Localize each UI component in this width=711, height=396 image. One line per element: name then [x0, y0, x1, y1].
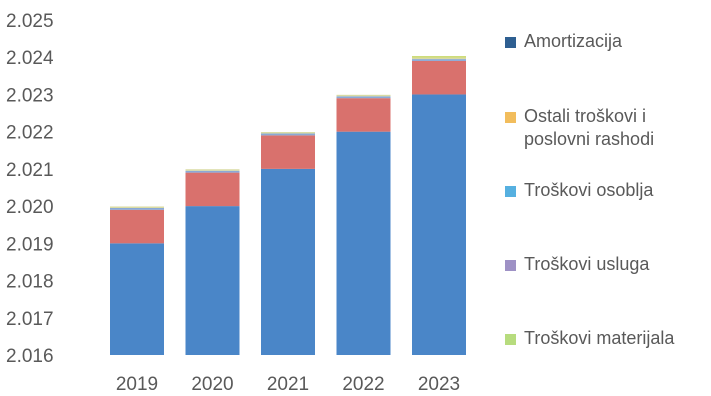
bar-segment-tro-kovi-osoblja-2021 — [261, 133, 315, 136]
bar-segment-tro-kovi-materijala-2022 — [336, 131, 391, 355]
bar-segment-ostali-tro-kovi-i-poslovni-rashodi-2022 — [336, 94, 391, 97]
legend-label: Troškovi materijala — [524, 328, 675, 348]
y-tick-label: 2.023 — [6, 85, 54, 106]
legend-label: Ostali troškovi i — [524, 106, 646, 126]
x-tick-label: 2020 — [191, 374, 233, 395]
y-tick-label: 2.018 — [6, 272, 54, 293]
x-tick-label: 2023 — [418, 374, 460, 395]
legend-item: Troškovi materijala — [505, 328, 675, 348]
legend-swatch — [505, 112, 516, 123]
y-tick-label: 2.019 — [6, 234, 54, 255]
y-tick-label: 2.022 — [6, 123, 54, 144]
bar-segment-tro-kovi-usluga-2020 — [185, 172, 240, 207]
legend-swatch — [505, 186, 516, 197]
bar-segment-amortizacija-2023 — [412, 56, 466, 58]
legend-label: Troškovi usluga — [524, 254, 650, 274]
bar-segment-tro-kovi-usluga-2022 — [336, 98, 391, 132]
legend-item: Troškovi usluga — [505, 254, 650, 274]
y-tick-label: 2.021 — [6, 160, 54, 181]
x-tick-label: 2019 — [116, 374, 158, 395]
x-tick-label: 2021 — [267, 374, 309, 395]
bar-segment-tro-kovi-usluga-2019 — [110, 209, 164, 244]
bar-segment-tro-kovi-osoblja-2023 — [412, 59, 466, 61]
bar-segment-ostali-tro-kovi-i-poslovni-rashodi-2021 — [261, 132, 315, 134]
legend-item: Ostali troškovi i poslovni rashodi — [505, 106, 654, 149]
y-tick-label: 2.025 — [6, 11, 54, 32]
bar-segment-tro-kovi-osoblja-2022 — [336, 96, 391, 99]
y-tick-label: 2.020 — [6, 197, 54, 218]
bars — [110, 56, 466, 355]
bar-segment-tro-kovi-osoblja-2020 — [185, 170, 240, 173]
y-axis: 2.016 2.017 2.018 2.019 2.020 2.021 2.022 2.023… — [6, 11, 54, 367]
legend-item: Amortizacija — [505, 31, 623, 51]
legend-swatch — [505, 37, 516, 48]
bar-segment-ostali-tro-kovi-i-poslovni-rashodi-2023 — [412, 57, 466, 60]
y-tick-label: 2.016 — [6, 346, 54, 367]
bar-segment-tro-kovi-osoblja-2019 — [110, 207, 164, 210]
bar-segment-ostali-tro-kovi-i-poslovni-rashodi-2019 — [110, 206, 164, 208]
legend-label: poslovni rashodi — [524, 129, 654, 149]
bar-segment-tro-kovi-usluga-2023 — [412, 60, 466, 95]
legend-label: Amortizacija — [524, 31, 623, 51]
bar-segment-tro-kovi-materijala-2020 — [185, 206, 240, 355]
x-axis: 2019 2020 2021 2022 2023 — [116, 374, 460, 395]
bar-segment-tro-kovi-usluga-2021 — [261, 135, 315, 169]
legend-label: Troškovi osoblja — [524, 180, 654, 200]
legend-item: Troškovi osoblja — [505, 180, 654, 200]
bar-segment-tro-kovi-materijala-2019 — [110, 243, 164, 355]
x-tick-label: 2022 — [342, 374, 384, 395]
legend-swatch — [505, 260, 516, 271]
bar-segment-tro-kovi-materijala-2023 — [412, 94, 466, 355]
y-tick-label: 2.024 — [6, 48, 54, 69]
legend-swatch — [505, 334, 516, 345]
legend: Amortizacija Ostali troškovi i poslovni ra… — [505, 31, 675, 348]
y-tick-label: 2.017 — [6, 309, 54, 330]
bar-segment-ostali-tro-kovi-i-poslovni-rashodi-2020 — [185, 169, 240, 171]
bar-segment-tro-kovi-materijala-2021 — [261, 168, 315, 355]
